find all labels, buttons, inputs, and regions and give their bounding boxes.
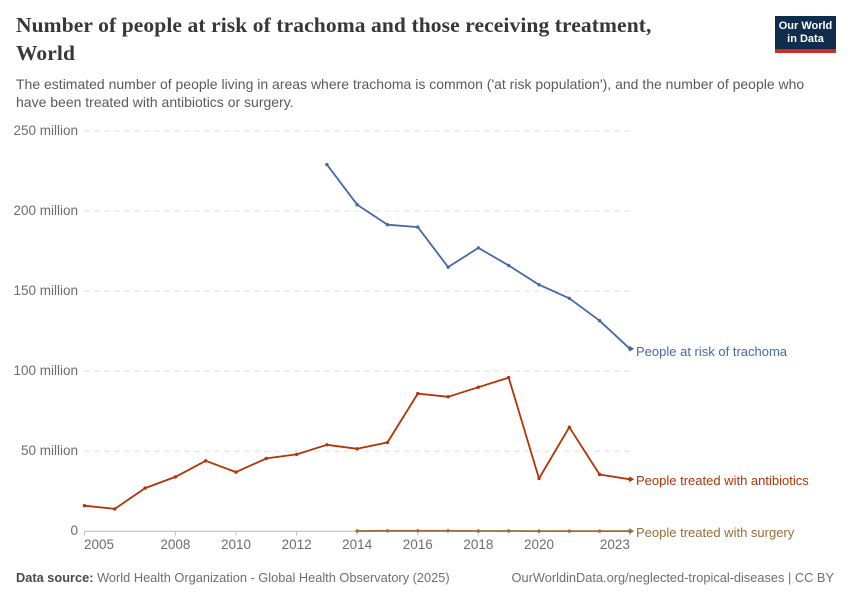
license-note: OurWorldinData.org/neglected-tropical-di…: [511, 570, 834, 585]
data-point-marker: [507, 263, 511, 268]
chart-footer: Data source: World Health Organization -…: [16, 570, 834, 585]
owid-logo-line-2: in Data: [787, 33, 824, 45]
page-title-line-2: World: [16, 41, 76, 65]
data-point-marker: [264, 456, 268, 461]
x-tick-label-2020: 2020: [523, 537, 555, 552]
data-point-marker: [507, 529, 511, 533]
data-point-marker: [597, 472, 602, 477]
x-tick-label-2012: 2012: [281, 537, 312, 552]
series-end-arrow-1: [629, 476, 635, 483]
data-point-marker: [476, 385, 481, 389]
y-tick-label-200: 200 million: [13, 203, 78, 219]
data-source-label: Data source:: [16, 570, 94, 585]
chart-subtitle: The estimated number of people living in…: [16, 76, 805, 110]
data-point-marker: [234, 470, 238, 474]
data-point-marker: [143, 486, 147, 490]
series-label-treated-antibiotics: People treated with antibiotics: [636, 473, 809, 488]
data-point-marker: [294, 452, 299, 457]
data-point-marker: [446, 265, 450, 269]
data-point-marker: [597, 529, 602, 533]
x-tick-label-2018: 2018: [463, 537, 494, 552]
data-point-marker: [507, 375, 511, 380]
data-source-text: World Health Organization - Global Healt…: [93, 570, 450, 585]
data-point-marker: [416, 529, 420, 533]
series-line-1: [84, 376, 631, 510]
data-point-marker: [385, 223, 390, 227]
owid-logo: Our World in Data: [775, 16, 836, 53]
data-point-marker: [325, 443, 329, 447]
y-tick-label-100: 100 million: [13, 363, 78, 379]
series-label-treated-surgery: People treated with surgery: [636, 525, 795, 540]
data-point-marker: [416, 225, 420, 229]
data-point-marker: [567, 529, 571, 533]
series-line-0: [326, 164, 631, 350]
series-end-arrow-2: [629, 528, 635, 535]
data-point-marker: [113, 507, 117, 511]
data-point-marker: [567, 296, 571, 300]
data-point-marker: [537, 529, 541, 533]
data-point-marker: [82, 504, 87, 508]
y-tick-label-150: 150 million: [13, 283, 78, 299]
data-point-marker: [355, 529, 359, 533]
y-tick-label-0: 0: [70, 523, 78, 539]
data-point-marker: [476, 246, 481, 250]
y-tick-label-50: 50 million: [20, 443, 78, 459]
owid-logo-line-1: Our World: [778, 20, 833, 32]
data-point-marker: [355, 203, 359, 207]
data-point-marker: [204, 459, 208, 463]
page-title-line-1: Number of people at risk of trachoma and…: [16, 13, 652, 37]
x-tick-label-2014: 2014: [342, 537, 373, 552]
data-point-marker: [416, 391, 420, 396]
data-point-marker: [173, 475, 178, 479]
owid-logo-text: Our World in Data: [775, 16, 836, 49]
x-tick-label-2005: 2005: [84, 537, 115, 552]
x-tick-label-2008: 2008: [160, 537, 191, 552]
x-tick-label-2010: 2010: [220, 537, 252, 552]
page-title: Number of people at risk of trachoma and…: [16, 11, 776, 67]
data-point-marker: [476, 529, 481, 533]
data-point-marker: [597, 319, 602, 323]
data-point-marker: [446, 395, 450, 399]
owid-logo-red-bar: [775, 49, 836, 53]
data-point-marker: [355, 447, 359, 451]
series-end-arrow-0: [629, 345, 635, 352]
x-tick-label-2016: 2016: [402, 537, 433, 552]
x-tick-label-2023: 2023: [599, 537, 630, 552]
data-point-marker: [446, 529, 450, 533]
data-point-marker: [567, 425, 571, 429]
y-tick-label-250: 250 million: [13, 123, 78, 138]
data-point-marker: [537, 283, 541, 287]
data-point-marker: [385, 440, 390, 445]
data-point-marker: [325, 162, 329, 167]
data-point-marker: [537, 476, 541, 481]
data-source-note: Data source: World Health Organization -…: [16, 570, 450, 585]
data-point-marker: [385, 529, 390, 533]
series-label-people-at-risk: People at risk of trachoma: [636, 344, 788, 359]
